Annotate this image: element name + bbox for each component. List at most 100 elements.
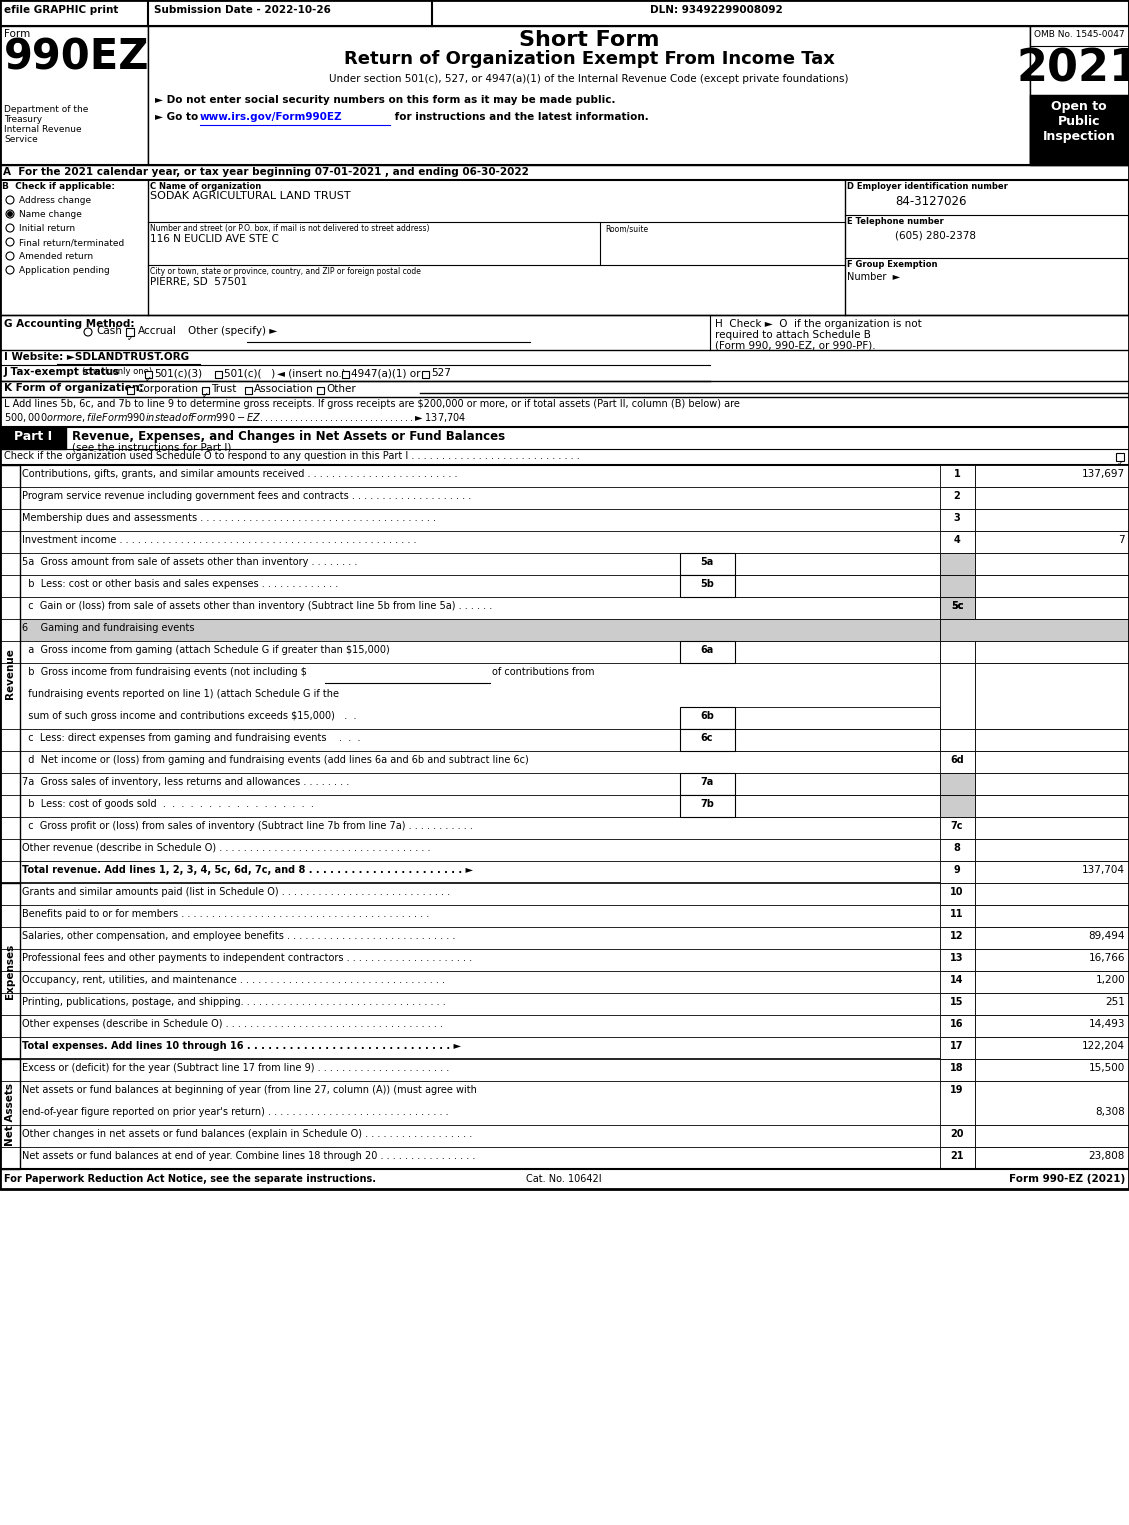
Text: OMB No. 1545-0047: OMB No. 1545-0047 (1034, 30, 1124, 40)
Text: Application pending: Application pending (19, 265, 110, 274)
Bar (975, 1081, 1129, 1125)
Text: Membership dues and assessments . . . . . . . . . . . . . . . . . . . . . . . . : Membership dues and assessments . . . . … (21, 512, 436, 523)
Text: 1,200: 1,200 (1095, 974, 1124, 985)
Bar (975, 750, 1129, 773)
Bar (940, 554, 975, 575)
Bar (940, 729, 975, 750)
Text: ► Go to: ► Go to (155, 111, 202, 122)
Text: 2: 2 (954, 491, 961, 502)
Bar (940, 1147, 975, 1170)
Bar (975, 862, 1129, 883)
Bar (735, 708, 940, 729)
Text: efile GRAPHIC print: efile GRAPHIC print (5, 5, 119, 15)
Text: for instructions and the latest information.: for instructions and the latest informat… (391, 111, 649, 122)
Text: 20: 20 (951, 1128, 964, 1139)
Text: ✓: ✓ (126, 334, 133, 343)
Bar (245, 386, 252, 393)
Text: Net assets or fund balances at beginning of year (from line 27, column (A)) (mus: Net assets or fund balances at beginning… (21, 1084, 476, 1095)
Bar (975, 509, 1129, 531)
Bar (940, 750, 975, 773)
Text: 12: 12 (951, 930, 964, 941)
Bar (975, 1147, 1129, 1170)
Text: 7: 7 (1119, 535, 1124, 544)
Text: Other: Other (326, 384, 356, 393)
Text: end-of-year figure reported on prior year's return) . . . . . . . . . . . . . . : end-of-year figure reported on prior yea… (21, 1107, 448, 1116)
Text: 7a: 7a (700, 778, 714, 787)
Bar (975, 971, 1129, 993)
Text: Part I: Part I (14, 430, 52, 442)
Bar (940, 1081, 975, 1103)
Bar (316, 386, 324, 393)
Bar (940, 817, 975, 839)
Text: 501(c)(3): 501(c)(3) (154, 368, 202, 378)
Bar (940, 663, 975, 729)
Text: www.irs.gov/Form990EZ: www.irs.gov/Form990EZ (200, 111, 342, 122)
Text: Department of the: Department of the (5, 105, 88, 114)
Text: Occupancy, rent, utilities, and maintenance . . . . . . . . . . . . . . . . . . : Occupancy, rent, utilities, and maintena… (21, 974, 445, 985)
Text: Inspection: Inspection (1042, 130, 1115, 143)
Bar (975, 486, 1129, 509)
Bar (940, 619, 1129, 640)
Bar (940, 862, 975, 883)
Text: SODAK AGRICULTURAL LAND TRUST: SODAK AGRICULTURAL LAND TRUST (150, 191, 351, 201)
Text: ✓: ✓ (145, 375, 151, 384)
Bar (940, 575, 1129, 596)
Bar (126, 386, 133, 393)
Text: Number and street (or P.O. box, if mail is not delivered to street address): Number and street (or P.O. box, if mail … (150, 224, 429, 233)
Text: Service: Service (5, 136, 37, 143)
Bar (215, 371, 221, 378)
Text: 2021: 2021 (1017, 47, 1129, 92)
Bar (735, 554, 940, 575)
Text: Treasury: Treasury (5, 114, 42, 124)
Bar (680, 708, 735, 729)
Text: $500,000 or more, file Form 990 instead of Form 990-EZ . . . . . . . . . . . . .: $500,000 or more, file Form 990 instead … (5, 412, 466, 424)
Bar (148, 26, 1030, 165)
Text: H  Check ►  O  if the organization is not: H Check ► O if the organization is not (715, 319, 921, 329)
Text: Corporation: Corporation (135, 384, 198, 393)
Text: c  Gain or (loss) from sale of assets other than inventory (Subtract line 5b fro: c Gain or (loss) from sale of assets oth… (21, 601, 492, 612)
Text: Check if the organization used Schedule O to respond to any question in this Par: Check if the organization used Schedule … (5, 451, 580, 461)
Text: (see the instructions for Part I): (see the instructions for Part I) (72, 442, 231, 451)
Text: 14,493: 14,493 (1088, 1019, 1124, 1029)
Bar (940, 773, 975, 795)
Bar (940, 509, 975, 531)
Bar (940, 1081, 975, 1125)
Bar (940, 531, 975, 554)
Text: G Accounting Method:: G Accounting Method: (5, 319, 134, 329)
Text: 5c: 5c (951, 601, 963, 612)
Bar (940, 993, 975, 1016)
Text: Name change: Name change (19, 210, 82, 220)
Text: 137,704: 137,704 (1082, 865, 1124, 875)
Text: ► Do not enter social security numbers on this form as it may be made public.: ► Do not enter social security numbers o… (155, 95, 615, 105)
Text: Total expenses. Add lines 10 through 16 . . . . . . . . . . . . . . . . . . . . : Total expenses. Add lines 10 through 16 … (21, 1042, 461, 1051)
Bar (735, 795, 940, 817)
Text: 5c: 5c (951, 601, 963, 612)
Text: Revenue, Expenses, and Changes in Net Assets or Fund Balances: Revenue, Expenses, and Changes in Net As… (72, 430, 505, 442)
Text: 116 N EUCLID AVE STE C: 116 N EUCLID AVE STE C (150, 233, 279, 244)
Text: Room/suite: Room/suite (605, 224, 648, 233)
Text: 6b: 6b (700, 711, 714, 721)
Text: 16: 16 (951, 1019, 964, 1029)
Text: 501(c)(   ): 501(c)( ) (224, 368, 275, 378)
Text: sum of such gross income and contributions exceeds $15,000)   .  .: sum of such gross income and contributio… (21, 711, 357, 721)
Bar (940, 1016, 975, 1037)
Text: 7c: 7c (951, 820, 963, 831)
Text: Other (specify) ►: Other (specify) ► (189, 326, 278, 336)
Text: 11: 11 (951, 909, 964, 920)
Text: 8: 8 (954, 843, 961, 852)
Text: Net Assets: Net Assets (5, 1083, 15, 1145)
Text: 527: 527 (431, 368, 450, 378)
Text: ✓: ✓ (201, 392, 209, 401)
Text: (605) 280-2378: (605) 280-2378 (895, 230, 975, 239)
Bar (975, 729, 1129, 750)
Text: Form: Form (5, 29, 30, 40)
Text: For Paperwork Reduction Act Notice, see the separate instructions.: For Paperwork Reduction Act Notice, see … (5, 1174, 376, 1183)
Text: L Add lines 5b, 6c, and 7b to line 9 to determine gross receipts. If gross recei: L Add lines 5b, 6c, and 7b to line 9 to … (5, 400, 739, 409)
Bar (1115, 453, 1124, 461)
Bar (940, 465, 975, 486)
Bar (940, 1058, 975, 1081)
Bar (940, 883, 975, 904)
Bar (201, 386, 209, 393)
Text: 122,204: 122,204 (1082, 1042, 1124, 1051)
Text: DLN: 93492299008092: DLN: 93492299008092 (650, 5, 782, 15)
